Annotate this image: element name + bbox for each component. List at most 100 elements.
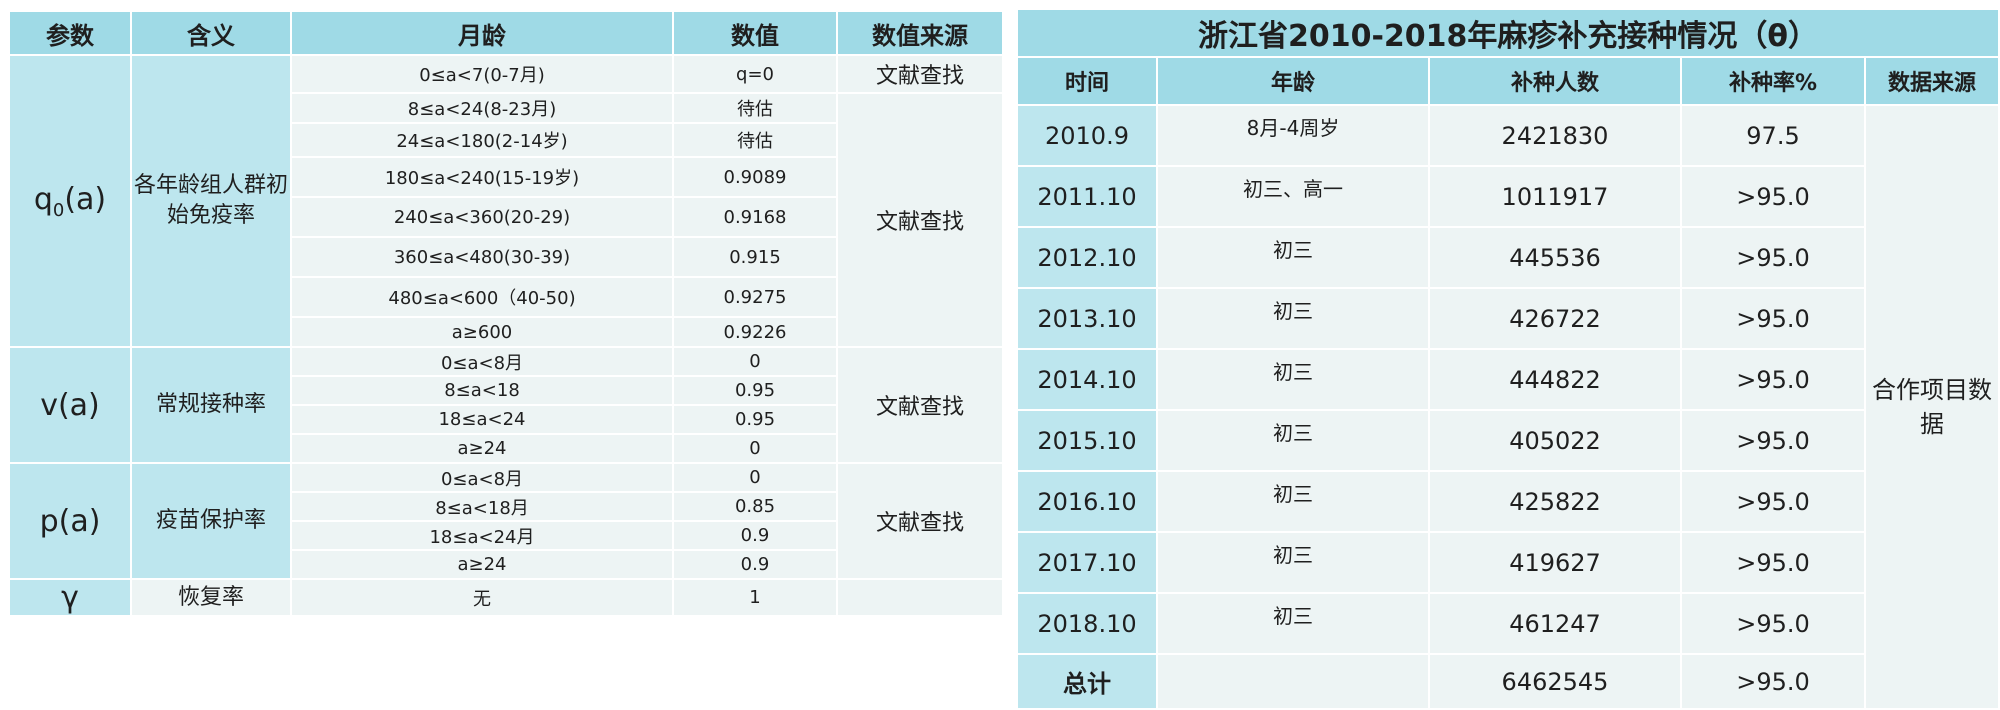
- age-cell: 240≤a<360(20-29): [290, 196, 674, 238]
- rate-cell: >95.0: [1680, 287, 1866, 350]
- table-row: 2018.10 初三 461247 >95.0: [1016, 592, 1999, 655]
- rate-cell: >95.0: [1680, 226, 1866, 289]
- table-row: 2015.10 初三 405022 >95.0: [1016, 409, 1999, 472]
- table-row: 360≤a<480(30-39) 0.915: [9, 236, 1003, 278]
- table-title-row: 浙江省2010-2018年麻疹补充接种情况（θ）: [1015, 8, 2000, 58]
- source-cell: 文献查找: [836, 54, 1004, 94]
- table-row: 480≤a<600（40-50) 0.9275: [9, 276, 1003, 318]
- rate-cell: >95.0: [1680, 470, 1866, 533]
- value-cell: 待估: [672, 122, 838, 158]
- table-row: 2010.9 8月-4周岁 2421830 97.5 合作项目数据: [1016, 104, 2000, 710]
- time-cell: 2010.9: [1016, 104, 1158, 167]
- table-row: 2014.10 初三 444822 >95.0: [1016, 348, 1999, 411]
- source-cell: 文献查找: [836, 462, 1004, 580]
- parameter-table: 参数 含义 月龄 数值 数值来源 q0(a) 各年龄组人群初始免疫率 0≤a<7…: [8, 10, 1004, 617]
- age-cell: 480≤a<600（40-50): [290, 276, 674, 318]
- age-cell: a≥600: [290, 316, 674, 348]
- value-cell: 0.9089: [672, 156, 838, 198]
- value-cell: 待估: [672, 92, 838, 124]
- table-row: 2013.10 初三 426722 >95.0: [1016, 287, 1999, 350]
- value-cell: 0.9: [672, 520, 838, 551]
- age-cell: 0≤a<7(0-7月): [290, 54, 674, 94]
- rate-cell: >95.0: [1680, 165, 1866, 228]
- count-cell: 405022: [1428, 409, 1682, 472]
- table-row: v(a) 常规接种率 0≤a<8月 0 文献查找: [8, 346, 1004, 464]
- source-cell: 文献查找: [836, 346, 1004, 464]
- total-count: 6462545: [1428, 653, 1682, 710]
- value-cell: 0.9275: [672, 276, 838, 318]
- table-row: 2011.10 初三、高一 1011917 >95.0: [1016, 165, 1999, 228]
- table-row: p(a) 疫苗保护率 0≤a<8月 0 文献查找: [8, 462, 1004, 580]
- time-cell: 2014.10: [1016, 348, 1158, 411]
- age-cell: 24≤a<180(2-14岁): [290, 122, 674, 158]
- time-cell: 2018.10: [1016, 592, 1158, 655]
- total-age-cell: [1156, 653, 1430, 710]
- table-row: 8≤a<24(8-23月) 待估 文献查找: [9, 92, 1004, 348]
- table-row: a≥600 0.9226: [9, 316, 1003, 348]
- total-rate: >95.0: [1680, 653, 1866, 710]
- table-title: 浙江省2010-2018年麻疹补充接种情况（θ）: [1015, 8, 2000, 58]
- time-cell: 2013.10: [1016, 287, 1158, 350]
- table-header: 时间 年龄 补种人数 补种率% 数据来源: [1016, 56, 2000, 106]
- count-cell: 425822: [1428, 470, 1682, 533]
- table-row: 2012.10 初三 445536 >95.0: [1016, 226, 1999, 289]
- count-cell: 419627: [1428, 531, 1682, 594]
- header-age: 年龄: [1156, 56, 1430, 106]
- total-row: 总计 6462545 >95.0: [1016, 653, 1999, 710]
- age-cell: 初三: [1156, 531, 1430, 594]
- data-source-cell: 合作项目数据: [1863, 104, 2000, 710]
- count-cell: 2421830: [1428, 104, 1682, 167]
- count-cell: 1011917: [1428, 165, 1682, 228]
- count-cell: 445536: [1428, 226, 1682, 289]
- value-cell: 0.9226: [672, 316, 838, 348]
- time-cell: 2015.10: [1016, 409, 1158, 472]
- age-cell: 初三: [1156, 226, 1430, 289]
- header-count: 补种人数: [1428, 56, 1682, 106]
- value-cell: 0.915: [672, 236, 838, 278]
- table-row: 180≤a<240(15-19岁) 0.9089: [9, 156, 1003, 198]
- header-source: 数据来源: [1863, 56, 2000, 106]
- param-gamma: γ: [8, 578, 132, 617]
- rate-cell: >95.0: [1680, 348, 1866, 411]
- age-cell: 初三: [1156, 592, 1430, 655]
- age-cell: a≥24: [290, 549, 674, 580]
- age-cell: 180≤a<240(15-19岁): [290, 156, 674, 198]
- table-row: 240≤a<360(20-29) 0.9168: [9, 196, 1003, 238]
- table-row: 8≤a<18月 0.85: [9, 491, 1003, 522]
- value-cell: 0.95: [672, 404, 838, 435]
- value-cell: 0: [672, 462, 838, 493]
- supplementary-vaccination-table: 浙江省2010-2018年麻疹补充接种情况（θ） 时间 年龄 补种人数 补种率%…: [1015, 8, 2000, 710]
- age-cell: 18≤a<24月: [290, 520, 674, 551]
- age-cell: 360≤a<480(30-39): [290, 236, 674, 278]
- age-cell: 8≤a<18月: [290, 491, 674, 522]
- header-time: 时间: [1016, 56, 1158, 106]
- header-meaning: 含义: [130, 10, 292, 56]
- value-cell: q=0: [672, 54, 838, 94]
- table-row: 8≤a<18 0.95: [9, 375, 1003, 406]
- table-row: 18≤a<24 0.95: [9, 404, 1003, 435]
- age-cell: 18≤a<24: [290, 404, 674, 435]
- meaning-gamma: 恢复率: [130, 578, 292, 617]
- rate-cell: >95.0: [1680, 531, 1866, 594]
- age-cell: 初三、高一: [1156, 165, 1430, 228]
- count-cell: 444822: [1428, 348, 1682, 411]
- time-cell: 2016.10: [1016, 470, 1158, 533]
- header-value: 数值: [672, 10, 838, 56]
- table-row: q0(a) 各年龄组人群初始免疫率 0≤a<7(0-7月) q=0 文献查找: [8, 54, 1004, 348]
- total-label: 总计: [1016, 653, 1158, 710]
- time-cell: 2012.10: [1016, 226, 1158, 289]
- count-cell: 461247: [1428, 592, 1682, 655]
- table-row: 2017.10 初三 419627 >95.0: [1016, 531, 1999, 594]
- meaning-v: 常规接种率: [130, 346, 292, 464]
- table-row: 18≤a<24月 0.9: [9, 520, 1003, 551]
- rate-cell: >95.0: [1680, 592, 1866, 655]
- value-cell: 0.85: [672, 491, 838, 522]
- meaning-p: 疫苗保护率: [130, 462, 292, 580]
- age-cell: 初三: [1156, 409, 1430, 472]
- table-row: 2016.10 初三 425822 >95.0: [1016, 470, 1999, 533]
- value-cell: 1: [672, 578, 838, 617]
- age-cell: 0≤a<8月: [290, 346, 674, 377]
- age-cell: 无: [290, 578, 674, 617]
- param-p: p(a): [8, 462, 132, 580]
- time-cell: 2017.10: [1016, 531, 1158, 594]
